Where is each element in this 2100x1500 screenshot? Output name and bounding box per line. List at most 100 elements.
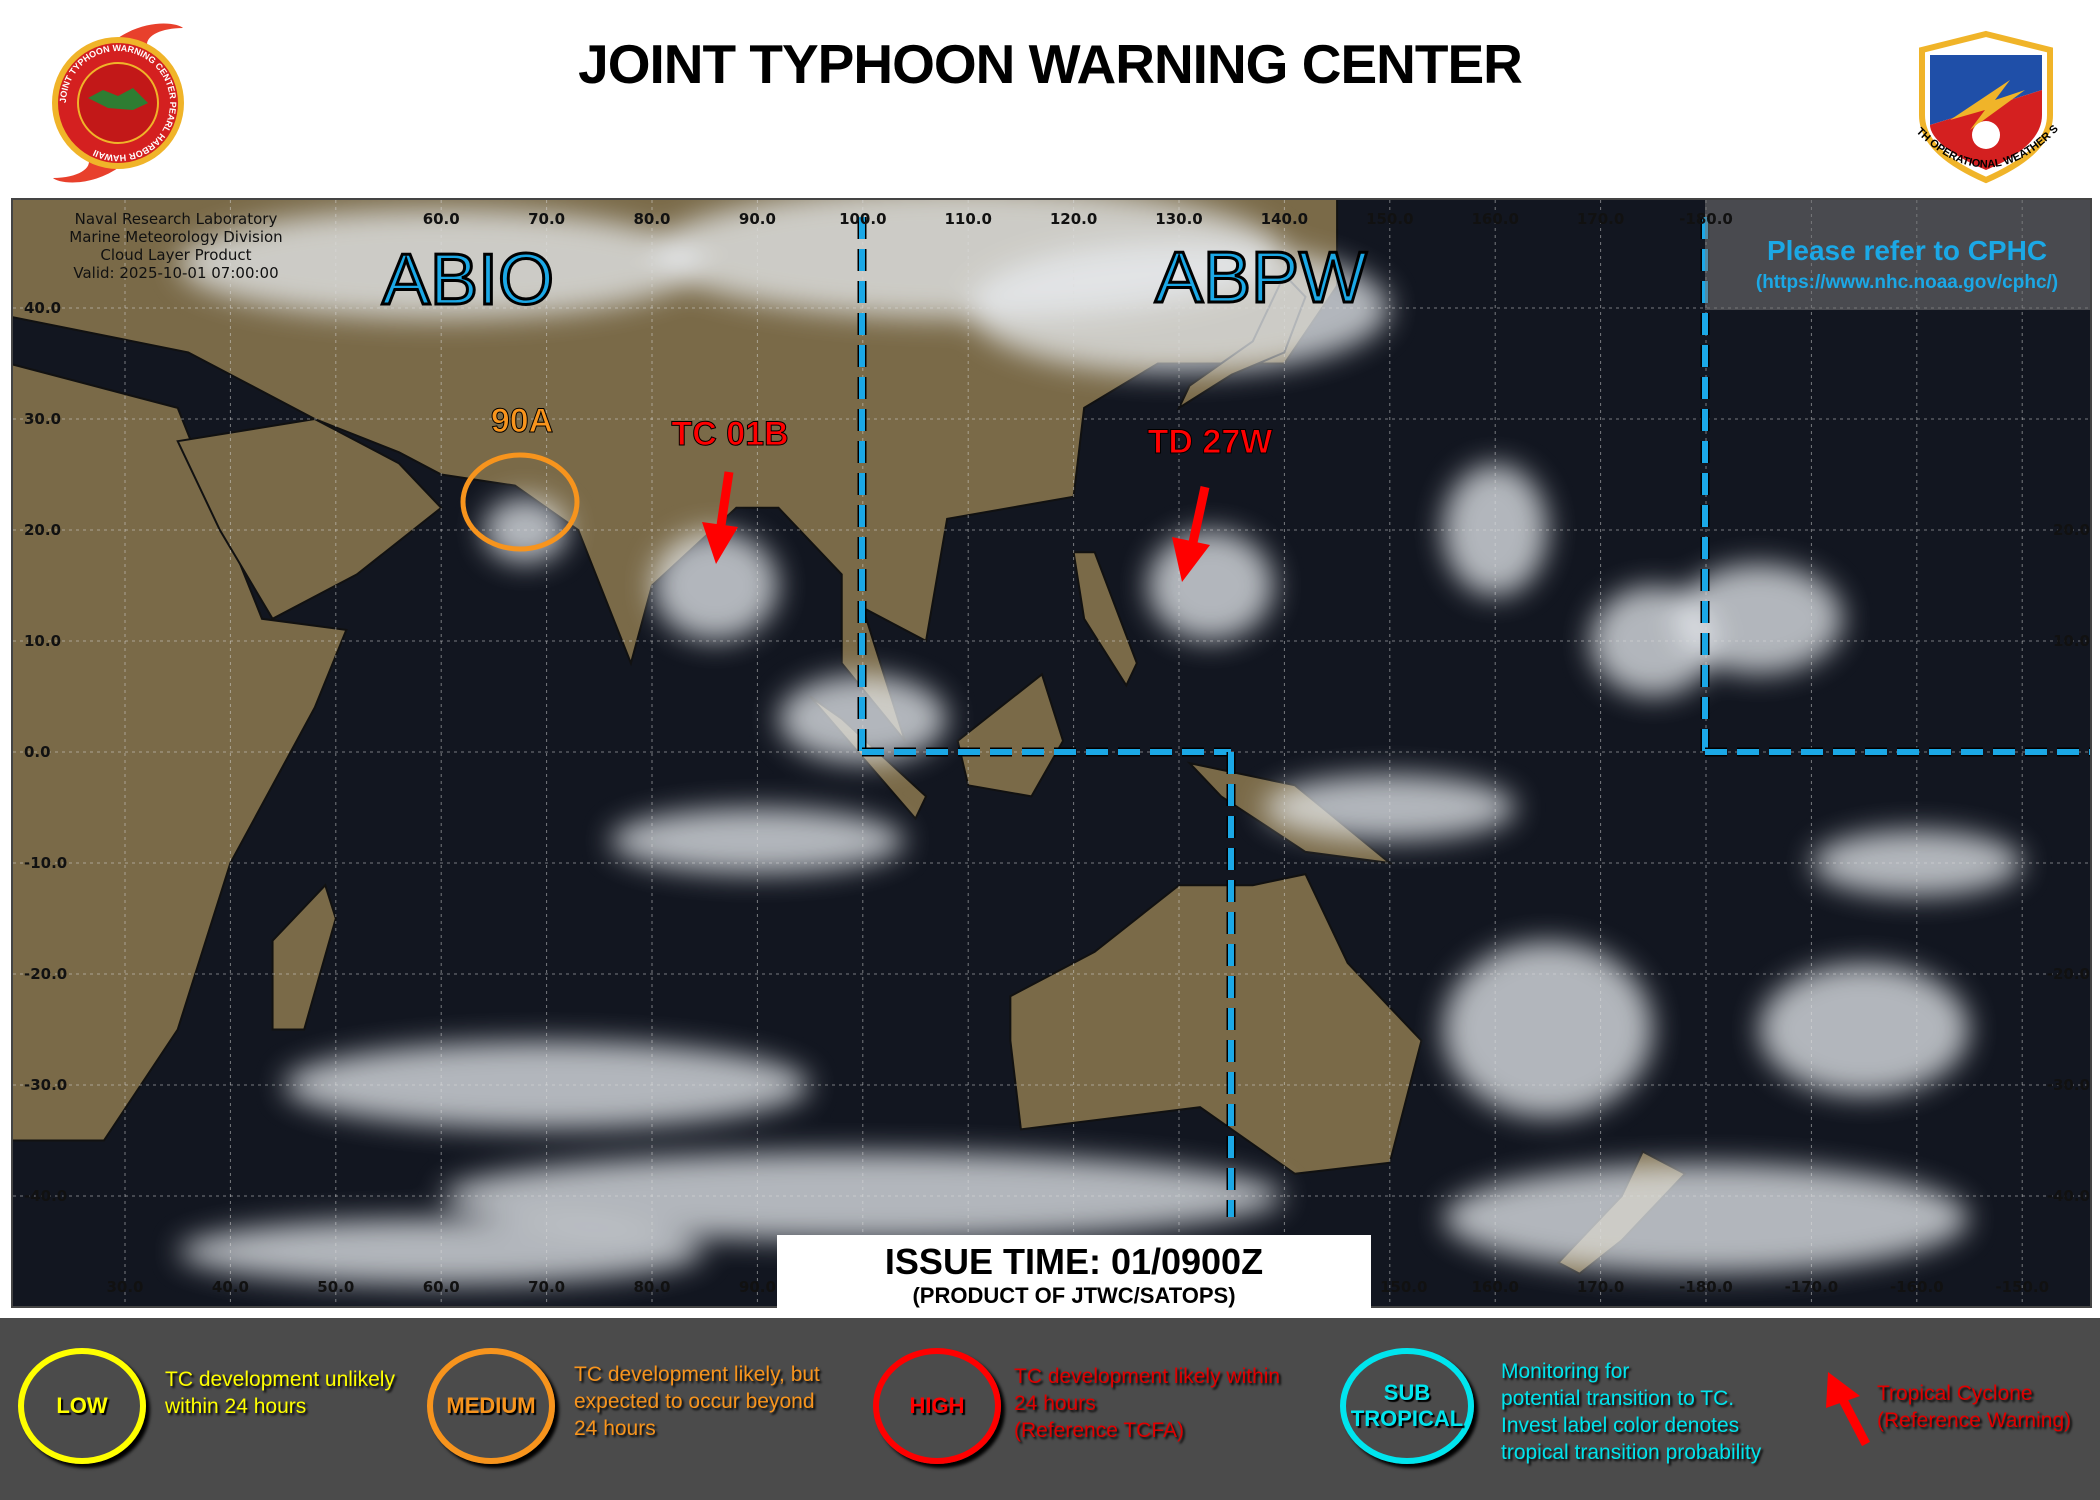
satellite-map: 60.0 70.0 80.0 90.0 100.0 110.0 120.0 130.0 140.… (11, 198, 2092, 1308)
aor-boundaries (857, 217, 2090, 1217)
product-credit: (PRODUCT OF JTWC/SATOPS) (912, 1283, 1236, 1308)
grid-label: -180.0 (1679, 1278, 1733, 1296)
product-info-line: Marine Meteorology Division (69, 228, 282, 246)
legend-high-text: TC development likely within 24 hours (R… (1014, 1363, 1280, 1444)
tc-01b-arrow-icon (702, 471, 738, 564)
legend-low-label: LOW (56, 1393, 108, 1418)
legend-text-line: 24 hours (1014, 1392, 1096, 1415)
cloud (610, 807, 905, 874)
grid-label: 170.0 (1577, 1278, 1624, 1296)
grid-label: 70.0 (528, 210, 565, 228)
grid-label: 50.0 (317, 1278, 354, 1296)
legend-text-line: potential transition to TC. (1501, 1387, 1735, 1410)
cloud (1263, 774, 1516, 841)
landmass (1072, 551, 1138, 688)
landmass (176, 417, 443, 621)
grid-label: 160.0 (1471, 210, 1518, 228)
legend-text-line: tropical transition probability (1501, 1441, 1762, 1464)
legend-medium-circle: MEDIUM (427, 1348, 555, 1464)
grid-label: 110.0 (944, 210, 991, 228)
grid-label: 40.0 (24, 299, 61, 317)
legend-text-line: Monitoring for (1501, 1360, 1630, 1383)
grid-label: -170.0 (1785, 1278, 1839, 1296)
grid-label: 40.0 (212, 1278, 249, 1296)
cloud (1442, 941, 1653, 1118)
grid-label: -180.0 (1679, 210, 1733, 228)
grid-label: -40.0 (2047, 1187, 2090, 1205)
landmass (1009, 872, 1423, 1175)
region-label-abpw: ABPW (1155, 238, 1367, 318)
17ows-logo: 17TH OPERATIONAL WEATHER SQ (1900, 30, 2061, 184)
grid-label: 130.0 (1155, 210, 1202, 228)
legend-high-circle: HIGH (873, 1348, 1001, 1464)
grid-label: 20.0 (24, 521, 61, 539)
grid-label: -150.0 (1995, 1278, 2049, 1296)
grid-label: -160.0 (1890, 1278, 1944, 1296)
grid-label: 120.0 (1050, 210, 1097, 228)
legend-text-line: 24 hours (574, 1417, 656, 1440)
cloud (1759, 963, 1970, 1096)
grid-label: -40.0 (24, 1187, 67, 1205)
product-info-line: Valid: 2025-10-01 07:00:00 (73, 264, 278, 282)
grid-label: 80.0 (633, 210, 670, 228)
grid-label: 10.0 (24, 632, 61, 650)
legend-low-text: TC development unlikely within 24 hours (165, 1366, 395, 1420)
td-27w-arrow-icon (1172, 486, 1210, 582)
grid-label: 80.0 (633, 1278, 670, 1296)
grid-label: -20.0 (24, 965, 67, 983)
grid-label: 140.0 (1261, 210, 1308, 228)
issue-time-box: ISSUE TIME: 01/0900Z (PRODUCT OF JTWC/SA… (777, 1235, 1371, 1318)
legend-text-line: Tropical Cyclone (1877, 1382, 2033, 1405)
grid-label: 70.0 (528, 1278, 565, 1296)
grid-label: -30.0 (24, 1076, 67, 1094)
legend-text-line: within 24 hours (165, 1395, 307, 1418)
cphc-area-shade (1705, 200, 2090, 310)
tropical-cyclone-arrow-icon (1826, 1372, 1870, 1447)
issue-time: ISSUE TIME: 01/0900Z (884, 1241, 1264, 1282)
grid-label: 90.0 (739, 1278, 776, 1296)
grid-label: -30.0 (2047, 1076, 2090, 1094)
landmass (271, 883, 337, 1031)
grid-label: 100.0 (839, 210, 886, 228)
legend-medium-label: MEDIUM (446, 1393, 536, 1418)
cloud (1443, 1163, 1969, 1274)
landmass (956, 672, 1065, 798)
cloud (652, 530, 779, 641)
legend-low-circle: LOW (18, 1348, 146, 1464)
grid-label: 10.0 (2053, 632, 2090, 650)
legend-text-line: TC development likely within (1014, 1365, 1281, 1388)
grid-label: 30.0 (24, 410, 61, 428)
page-title: JOINT TYPHOON WARNING CENTER (578, 33, 1523, 95)
grid-label: 90.0 (739, 210, 776, 228)
legend-subtropical-circle: SUB TROPICAL (1340, 1348, 1474, 1464)
product-info-line: Naval Research Laboratory (75, 210, 278, 228)
legend-tc-text: Tropical Cyclone (Reference Warning) (1877, 1380, 2071, 1434)
invest-90a-circle[interactable] (460, 452, 580, 552)
cphc-url[interactable]: (https://www.nhc.noaa.gov/cphc/) (1756, 272, 2058, 293)
cphc-notice: Please refer to CPHC (1767, 235, 2047, 266)
legend-subtropical-label: SUB (1383, 1380, 1431, 1405)
legend-text-line: Invest label color denotes (1501, 1414, 1740, 1437)
legend-subtropical-text: Monitoring for potential transition to T… (1501, 1358, 1761, 1466)
product-info: Naval Research Laboratory Marine Meteoro… (69, 210, 282, 282)
jtwc-logo: JOINT TYPHOON WARNING CENTER PEARL HARBO… (52, 23, 184, 183)
grid-label: 150.0 (1380, 1278, 1427, 1296)
legend-medium-text: TC development likely, but expected to o… (574, 1361, 820, 1442)
td-27w-label[interactable]: TD 27W (1147, 423, 1274, 462)
legend-text-line: (Reference Warning) (1877, 1409, 2072, 1432)
grid-label: 170.0 (1577, 210, 1624, 228)
grid-label: 20.0 (2053, 521, 2090, 539)
grid-label: 0.0 (24, 743, 51, 761)
tc-01b-label[interactable]: TC 01B (671, 415, 789, 454)
invest-90a-label[interactable]: 90A (490, 402, 553, 441)
grid-labels: 60.0 70.0 80.0 90.0 100.0 110.0 120.0 130.0 140.… (24, 210, 2090, 1296)
grid-label: 60.0 (423, 1278, 460, 1296)
legend-text-line: TC development likely, but (574, 1363, 820, 1386)
legend-text-line: TC development unlikely (165, 1368, 395, 1391)
grid-label: 150.0 (1366, 210, 1413, 228)
product-info-line: Cloud Layer Product (100, 246, 251, 264)
grid-label: 30.0 (106, 1278, 143, 1296)
grid-label: -10.0 (24, 854, 67, 872)
region-label-abio: ABIO (382, 240, 554, 320)
cloud (1811, 830, 2022, 896)
